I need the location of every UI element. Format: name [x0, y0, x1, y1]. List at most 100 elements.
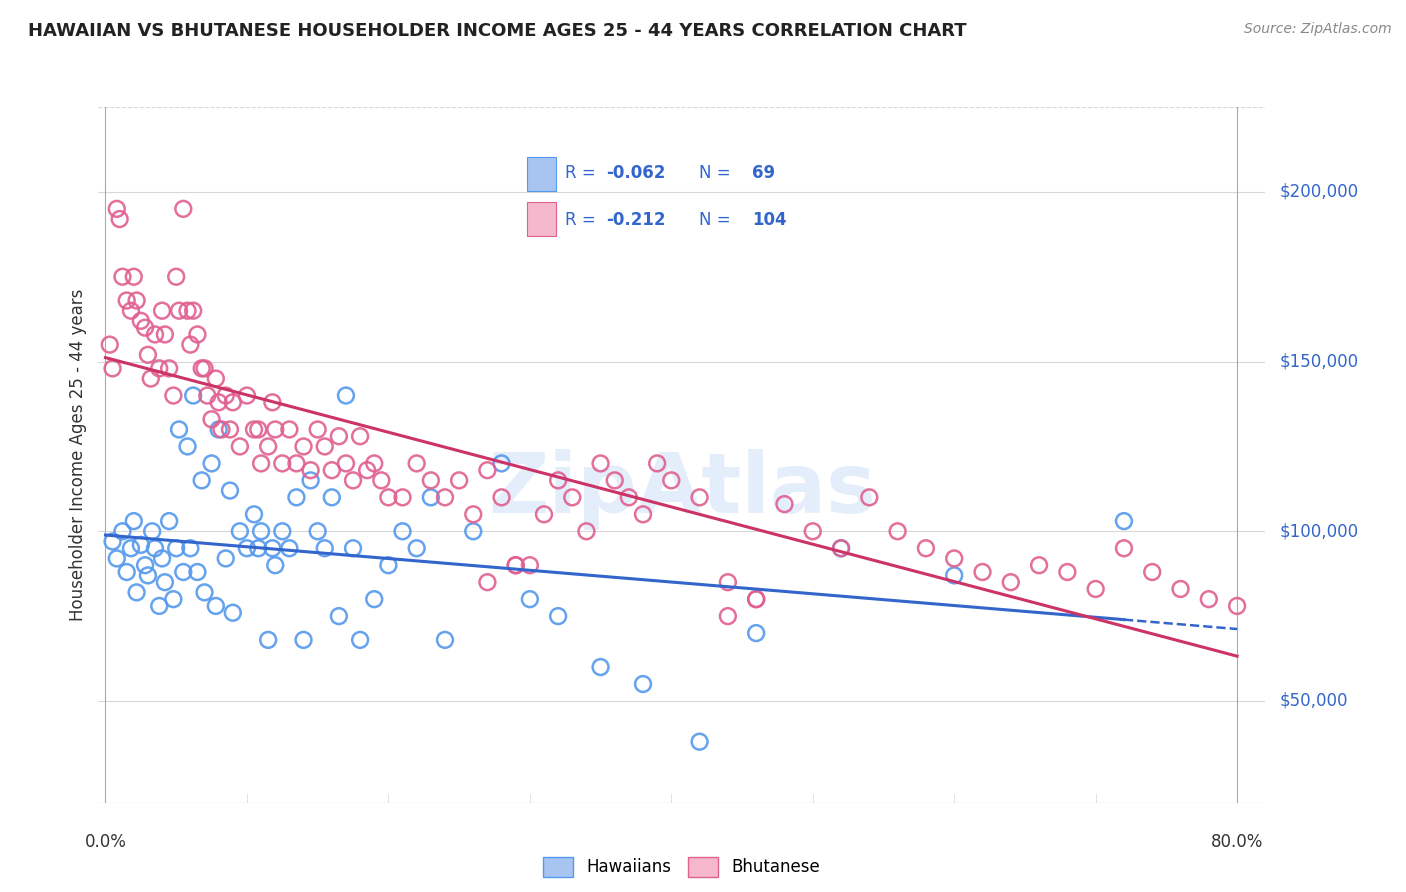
Point [136, 568, 159, 582]
Point [172, 202, 194, 216]
Point [262, 395, 284, 409]
Point [143, 327, 166, 342]
Point [377, 491, 399, 505]
Point [943, 551, 966, 566]
Point [257, 439, 280, 453]
Point [193, 361, 215, 376]
Point [179, 337, 201, 351]
Y-axis label: Householder Income Ages 25 - 44 years: Householder Income Ages 25 - 44 years [69, 289, 87, 621]
Point [314, 439, 336, 453]
Point [1084, 582, 1107, 596]
Point [120, 303, 142, 318]
Point [547, 474, 569, 488]
Point [370, 474, 392, 488]
Point [195, 388, 218, 402]
Point [264, 558, 287, 573]
Point [222, 395, 245, 409]
Point [491, 491, 513, 505]
Text: $200,000: $200,000 [1279, 183, 1358, 201]
Point [342, 474, 364, 488]
Point [211, 422, 233, 436]
Point [773, 497, 796, 511]
Point [236, 541, 259, 556]
Point [717, 609, 740, 624]
Point [589, 660, 612, 674]
Point [335, 388, 357, 402]
Point [645, 457, 668, 471]
Point [181, 303, 204, 318]
Point [477, 575, 499, 590]
Text: HAWAIIAN VS BHUTANESE HOUSEHOLDER INCOME AGES 25 - 44 YEARS CORRELATION CHART: HAWAIIAN VS BHUTANESE HOUSEHOLDER INCOME… [28, 22, 967, 40]
Point [689, 735, 711, 749]
Point [533, 508, 555, 522]
Point [115, 565, 138, 579]
Point [167, 303, 190, 318]
Point [285, 457, 308, 471]
Point [157, 514, 180, 528]
Point [186, 565, 208, 579]
Text: $100,000: $100,000 [1279, 523, 1358, 541]
Point [148, 361, 170, 376]
Point [745, 592, 768, 607]
Point [603, 474, 626, 488]
Point [575, 524, 598, 539]
Point [1000, 575, 1022, 590]
Point [307, 524, 329, 539]
Point [150, 551, 173, 566]
Point [167, 422, 190, 436]
Point [419, 474, 441, 488]
Point [717, 575, 740, 590]
Point [1112, 541, 1135, 556]
Point [519, 558, 541, 573]
Point [449, 474, 471, 488]
Point [886, 524, 908, 539]
Point [561, 491, 583, 505]
Point [162, 592, 184, 607]
Point [1170, 582, 1192, 596]
Point [229, 439, 252, 453]
Point [631, 508, 654, 522]
Point [125, 293, 148, 308]
Point [745, 592, 768, 607]
Point [222, 606, 245, 620]
Point [215, 388, 238, 402]
Point [262, 541, 284, 556]
Point [129, 314, 152, 328]
Point [349, 429, 371, 443]
Point [321, 463, 343, 477]
Point [111, 524, 134, 539]
Point [143, 541, 166, 556]
Point [342, 541, 364, 556]
Point [101, 361, 124, 376]
Point [122, 269, 145, 284]
Point [299, 474, 322, 488]
Point [285, 491, 308, 505]
Point [377, 558, 399, 573]
Point [98, 337, 121, 351]
Point [363, 457, 385, 471]
Text: $50,000: $50,000 [1279, 692, 1348, 710]
Point [105, 551, 128, 566]
Point [115, 293, 138, 308]
Point [943, 568, 966, 582]
Point [205, 371, 228, 385]
Point [200, 457, 222, 471]
Point [689, 491, 711, 505]
Point [172, 565, 194, 579]
Point [186, 327, 208, 342]
Point [150, 303, 173, 318]
Point [356, 463, 378, 477]
Point [745, 626, 768, 640]
Point [157, 361, 180, 376]
Point [1112, 514, 1135, 528]
Point [463, 524, 485, 539]
Point [136, 348, 159, 362]
Point [328, 429, 350, 443]
Point [491, 457, 513, 471]
Point [176, 439, 198, 453]
Point [105, 202, 128, 216]
Point [915, 541, 938, 556]
Point [292, 632, 315, 647]
Point [153, 327, 176, 342]
Point [141, 524, 163, 539]
